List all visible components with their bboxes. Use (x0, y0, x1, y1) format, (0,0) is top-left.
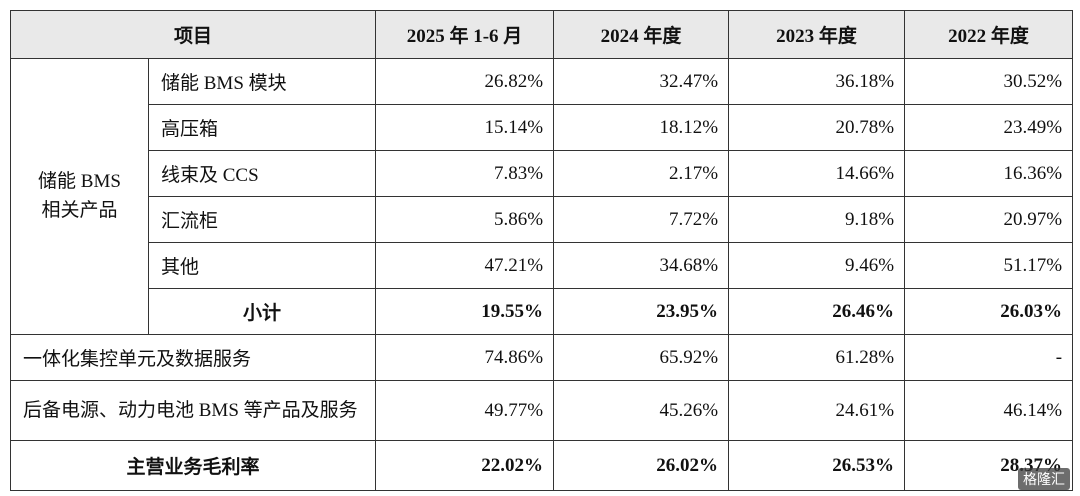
value-cell: 20.78% (728, 104, 906, 151)
row: 储能 BMS 相关产品 储能 BMS 模块 26.82% 32.47% 36.18% 30.… (10, 58, 1074, 335)
value-cell: 23.49% (904, 104, 1074, 151)
value-cell: 74.86% (375, 334, 555, 381)
row: 其他 47.21% 34.68% 9.46% 51.17% (11, 242, 1074, 289)
row: 汇流柜 5.86% 7.72% 9.18% 20.97% (11, 196, 1074, 243)
value-cell: 5.86% (375, 196, 555, 243)
value-cell: 65.92% (553, 334, 730, 381)
total-label: 主营业务毛利率 (9, 440, 377, 491)
group-label: 储能 BMS 相关产品 (10, 58, 149, 335)
value-cell: 45.26% (553, 380, 730, 441)
header-cell: 2025 年 1-6 月 (375, 10, 555, 59)
value-cell: 15.14% (375, 104, 555, 151)
value-cell: 24.61% (728, 380, 906, 441)
subtotal-row: 小计 19.55% 23.95% 26.46% 26.03% (11, 288, 1074, 335)
value-cell: 14.66% (728, 150, 906, 197)
value-cell: 7.72% (553, 196, 730, 243)
row: 线束及 CCS 7.83% 2.17% 14.66% 16.36% (11, 150, 1074, 197)
value-cell: 2.17% (553, 150, 730, 197)
row: 一体化集控单元及数据服务 74.86% 65.92% 61.28% - (9, 334, 1074, 381)
value-cell: 9.18% (728, 196, 906, 243)
row: 高压箱 15.14% 18.12% 20.78% 23.49% (11, 104, 1074, 151)
value-cell: 26.02% (553, 440, 730, 491)
value-cell: 9.46% (728, 242, 906, 289)
header-cell: 2023 年度 (728, 10, 906, 59)
value-cell: 32.47% (553, 58, 730, 105)
row-label: 线束及 CCS (147, 150, 377, 197)
value-cell: 22.02% (375, 440, 555, 491)
value-cell: 36.18% (728, 58, 906, 105)
value-cell: 34.68% (553, 242, 730, 289)
header-row: 项目 2025 年 1-6 月 2024 年度 2023 年度 2022 年度 (9, 10, 1074, 59)
row-label: 一体化集控单元及数据服务 (9, 334, 377, 381)
row-label: 其他 (147, 242, 377, 289)
total-row: 主营业务毛利率 22.02% 26.02% 26.53% 28.37% (9, 440, 1074, 491)
row-label: 后备电源、动力电池 BMS 等产品及服务 (9, 380, 377, 441)
value-cell: 26.46% (728, 288, 906, 335)
value-cell: 23.95% (553, 288, 730, 335)
value-cell: 30.52% (904, 58, 1074, 105)
value-cell: 19.55% (375, 288, 555, 335)
value-cell: 16.36% (904, 150, 1074, 197)
group-label-line: 相关产品 (41, 199, 118, 221)
row-label: 高压箱 (147, 104, 377, 151)
value-cell: 26.03% (904, 288, 1074, 335)
group-label-line: 储能 BMS (38, 171, 121, 192)
value-cell: 20.97% (904, 196, 1074, 243)
value-cell: 61.28% (728, 334, 906, 381)
value-cell: 46.14% (904, 380, 1074, 441)
subtotal-label: 小计 (147, 288, 377, 335)
value-cell: 18.12% (553, 104, 730, 151)
header-cell: 项目 (9, 10, 377, 59)
row-label: 汇流柜 (147, 196, 377, 243)
margin-table: 项目 2025 年 1-6 月 2024 年度 2023 年度 2022 年度 储能 BM… (9, 10, 1074, 491)
value-cell: 26.53% (728, 440, 906, 491)
value-cell: 49.77% (375, 380, 555, 441)
value-cell: 26.82% (375, 58, 555, 105)
watermark: 格隆汇 (1018, 468, 1070, 490)
value-cell: 7.83% (375, 150, 555, 197)
header-cell: 2024 年度 (553, 10, 730, 59)
value-cell: 47.21% (375, 242, 555, 289)
row-label: 储能 BMS 模块 (147, 58, 377, 105)
header-cell: 2022 年度 (904, 10, 1074, 59)
row: 后备电源、动力电池 BMS 等产品及服务 49.77% 45.26% 24.61% 46… (9, 380, 1074, 441)
value-cell: - (904, 334, 1074, 381)
value-cell: 51.17% (904, 242, 1074, 289)
